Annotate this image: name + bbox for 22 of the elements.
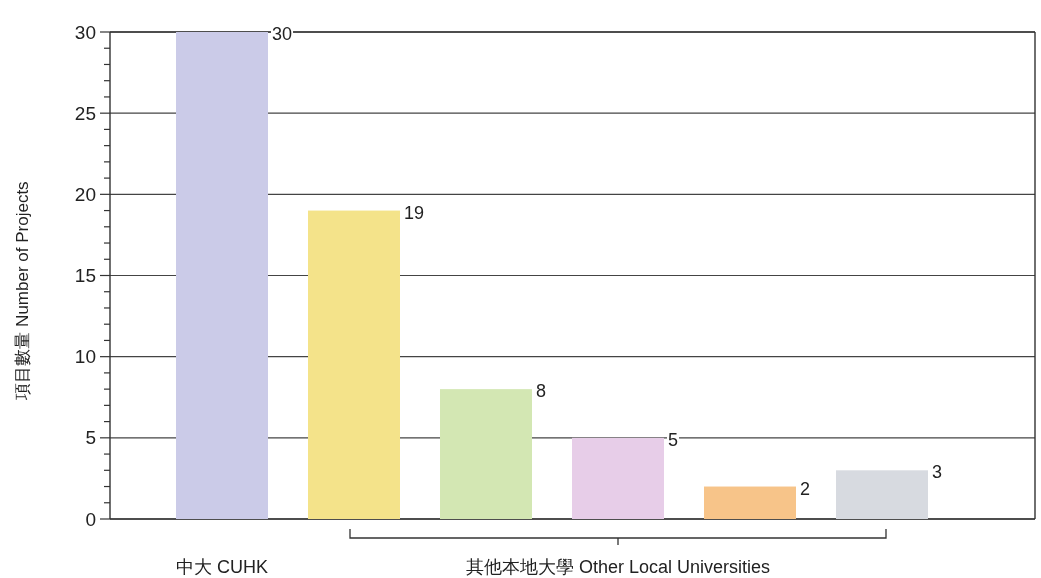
bar bbox=[836, 470, 928, 519]
bar bbox=[308, 210, 400, 519]
y-tick-label: 0 bbox=[85, 508, 96, 530]
y-tick-label: 5 bbox=[85, 427, 96, 449]
bar bbox=[440, 389, 532, 519]
data-label: 3 bbox=[932, 462, 943, 483]
y-tick-label: 10 bbox=[74, 346, 96, 368]
y-tick-label: 15 bbox=[74, 265, 96, 286]
x-tick-label: 中大 CUHK bbox=[175, 557, 269, 577]
bar bbox=[176, 32, 268, 519]
y-tick-label: 30 bbox=[74, 21, 96, 43]
y-tick-label: 20 bbox=[74, 183, 96, 205]
data-label: 2 bbox=[800, 478, 811, 499]
data-label: 5 bbox=[668, 429, 679, 450]
bar bbox=[572, 437, 664, 519]
data-label: 30 bbox=[272, 24, 293, 44]
data-label: 19 bbox=[404, 202, 425, 223]
bar bbox=[704, 486, 796, 519]
y-tick-label: 25 bbox=[74, 102, 96, 124]
y-axis-title: 項目數量 Number of Projects bbox=[12, 181, 32, 401]
text: 其他本地大學 Other Local Universities bbox=[465, 557, 771, 577]
data-label: 8 bbox=[536, 381, 547, 402]
